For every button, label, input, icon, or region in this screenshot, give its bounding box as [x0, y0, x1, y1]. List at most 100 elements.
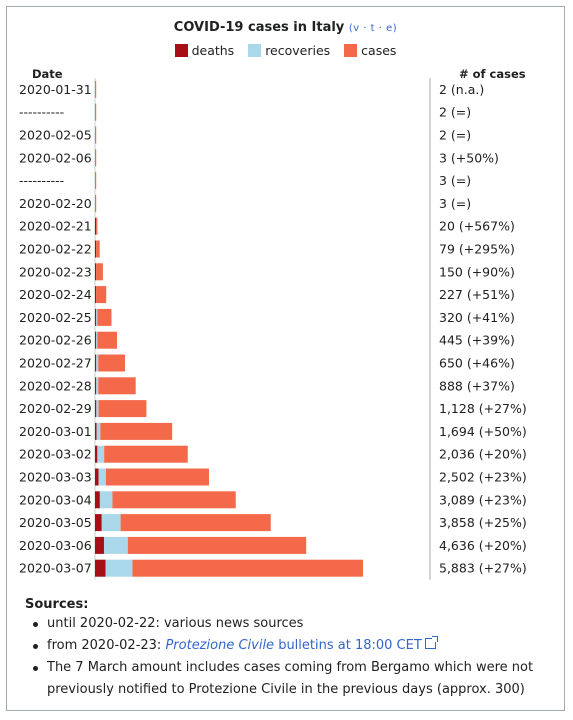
link-italic: Protezione Civile [165, 638, 275, 653]
date-label: 2020-02-27 [19, 356, 92, 371]
sources-title: Sources: [25, 597, 89, 612]
bar-segment-cases [96, 286, 107, 304]
bar-segment-deaths [95, 354, 97, 372]
bar-segment-recoveries [98, 468, 106, 486]
date-label: 2020-02-22 [19, 242, 92, 257]
bar-segment-cases [100, 422, 173, 440]
value-label: 20 (+567%) [439, 219, 515, 234]
bar-segment-deaths [95, 217, 97, 235]
source-item: from 2020-02-23: Protezione Civile bulle… [27, 635, 557, 657]
bar-segment-recoveries [96, 331, 98, 349]
value-label: 2 (=) [439, 105, 471, 120]
bar-segment-deaths [95, 377, 97, 395]
bar-segment-cases [105, 468, 209, 486]
date-label: 2020-03-04 [19, 492, 92, 507]
bar-segment-deaths [95, 491, 100, 509]
date-column-header: Date [32, 67, 63, 81]
bar-segment-deaths [95, 468, 99, 486]
legend-swatch-cases [344, 44, 358, 57]
value-label: 445 (+39%) [439, 333, 515, 348]
bar-segment-cases [112, 491, 236, 509]
value-label: 4,636 (+20%) [439, 538, 527, 553]
cases-column-header: # of cases [459, 67, 526, 81]
source-text: The 7 March amount includes cases coming… [47, 660, 534, 697]
bar-segment-recoveries [103, 536, 128, 554]
bar-segment-recoveries [97, 445, 105, 463]
value-label: 3 (=) [439, 173, 471, 188]
infobox-frame: COVID-19 cases in Italy (v · t · e) deat… [6, 6, 565, 711]
date-label: 2020-02-21 [19, 219, 92, 234]
legend-item-recoveries: recoveries [248, 43, 330, 58]
value-label: 650 (+46%) [439, 356, 515, 371]
value-label: 888 (+37%) [439, 378, 515, 393]
value-label: 2,036 (+20%) [439, 447, 527, 462]
bar-segment-recoveries [101, 514, 121, 532]
value-label: 1,694 (+50%) [439, 424, 527, 439]
legend-label: cases [361, 43, 397, 58]
value-label: 227 (+51%) [439, 287, 515, 302]
source-prefix: from 2020-02-23: [47, 638, 166, 653]
bar-segment-deaths [95, 559, 106, 577]
bar-segment-cases [95, 126, 97, 144]
bar-segment-cases [98, 377, 136, 395]
bar-segment-recoveries [96, 354, 99, 372]
date-label: 2020-02-05 [19, 128, 92, 143]
bar-segment-recoveries [96, 308, 98, 326]
bar-segment-cases [98, 354, 126, 372]
date-label: 2020-02-28 [19, 378, 92, 393]
sources-list: until 2020-02-22: various news sources f… [27, 613, 557, 701]
bar-segment-cases [97, 308, 112, 326]
date-label: 2020-03-05 [19, 515, 92, 530]
bar-segment-deaths [95, 286, 97, 304]
bar-segment-deaths [95, 331, 97, 349]
bar-segment-deaths [95, 536, 104, 554]
bar-segment-recoveries [105, 559, 133, 577]
legend: deaths recoveries cases [7, 43, 564, 58]
date-label: 2020-02-25 [19, 310, 92, 325]
date-label: ---------- [19, 105, 64, 120]
source-text: until 2020-02-22: various news sources [47, 616, 304, 631]
bar-segment-cases [120, 514, 271, 532]
bar-segment-cases [95, 149, 97, 167]
date-label: 2020-03-06 [19, 538, 92, 553]
value-label: 79 (+295%) [439, 242, 515, 257]
bar-segment-cases [104, 445, 188, 463]
legend-label: recoveries [265, 43, 331, 58]
date-label: 2020-02-24 [19, 287, 92, 302]
date-label: ---------- [19, 173, 64, 188]
bar-segment-recoveries [99, 491, 113, 509]
bar-segment-recoveries [96, 400, 99, 418]
date-label: 2020-03-01 [19, 424, 92, 439]
chart-title-text: COVID-19 cases in Italy [173, 20, 345, 35]
bar-segment-deaths [95, 445, 98, 463]
bar-segment-deaths [95, 400, 97, 418]
bar-segment-cases [96, 263, 103, 281]
value-label: 3,858 (+25%) [439, 515, 527, 530]
bar-segment-cases [98, 400, 147, 418]
legend-label: deaths [191, 43, 235, 58]
date-label: 2020-02-26 [19, 333, 92, 348]
link-rest: bulletins at 18:00 CET [274, 638, 422, 653]
protezione-civile-link[interactable]: Protezione Civile bulletins at 18:00 CET [165, 638, 421, 653]
legend-swatch-recoveries [248, 44, 262, 57]
date-label: 2020-02-06 [19, 150, 92, 165]
external-link-icon [424, 636, 438, 649]
bar-segment-recoveries [96, 422, 101, 440]
date-label: 2020-02-23 [19, 264, 92, 279]
value-label: 3 (=) [439, 196, 471, 211]
bar-chart: 2020-01-31 2 (n.a.) ---------- 2 (=) 2020-02… [19, 78, 527, 580]
value-label: 3,089 (+23%) [439, 492, 527, 507]
legend-item-deaths: deaths [174, 43, 235, 58]
bar-segment-cases [95, 103, 97, 121]
value-label: 2,502 (+23%) [439, 470, 527, 485]
date-label: 2020-03-03 [19, 470, 92, 485]
value-label: 150 (+90%) [439, 264, 515, 279]
value-label: 2 (n.a.) [439, 82, 484, 97]
legend-item-cases: cases [344, 43, 396, 58]
bar-segment-deaths [95, 240, 97, 258]
bar-segment-cases [96, 240, 100, 258]
bar-segment-deaths [95, 514, 102, 532]
bar-segment-cases [95, 80, 97, 98]
value-label: 320 (+41%) [439, 310, 515, 325]
vte-links[interactable]: (v · t · e) [348, 23, 398, 34]
